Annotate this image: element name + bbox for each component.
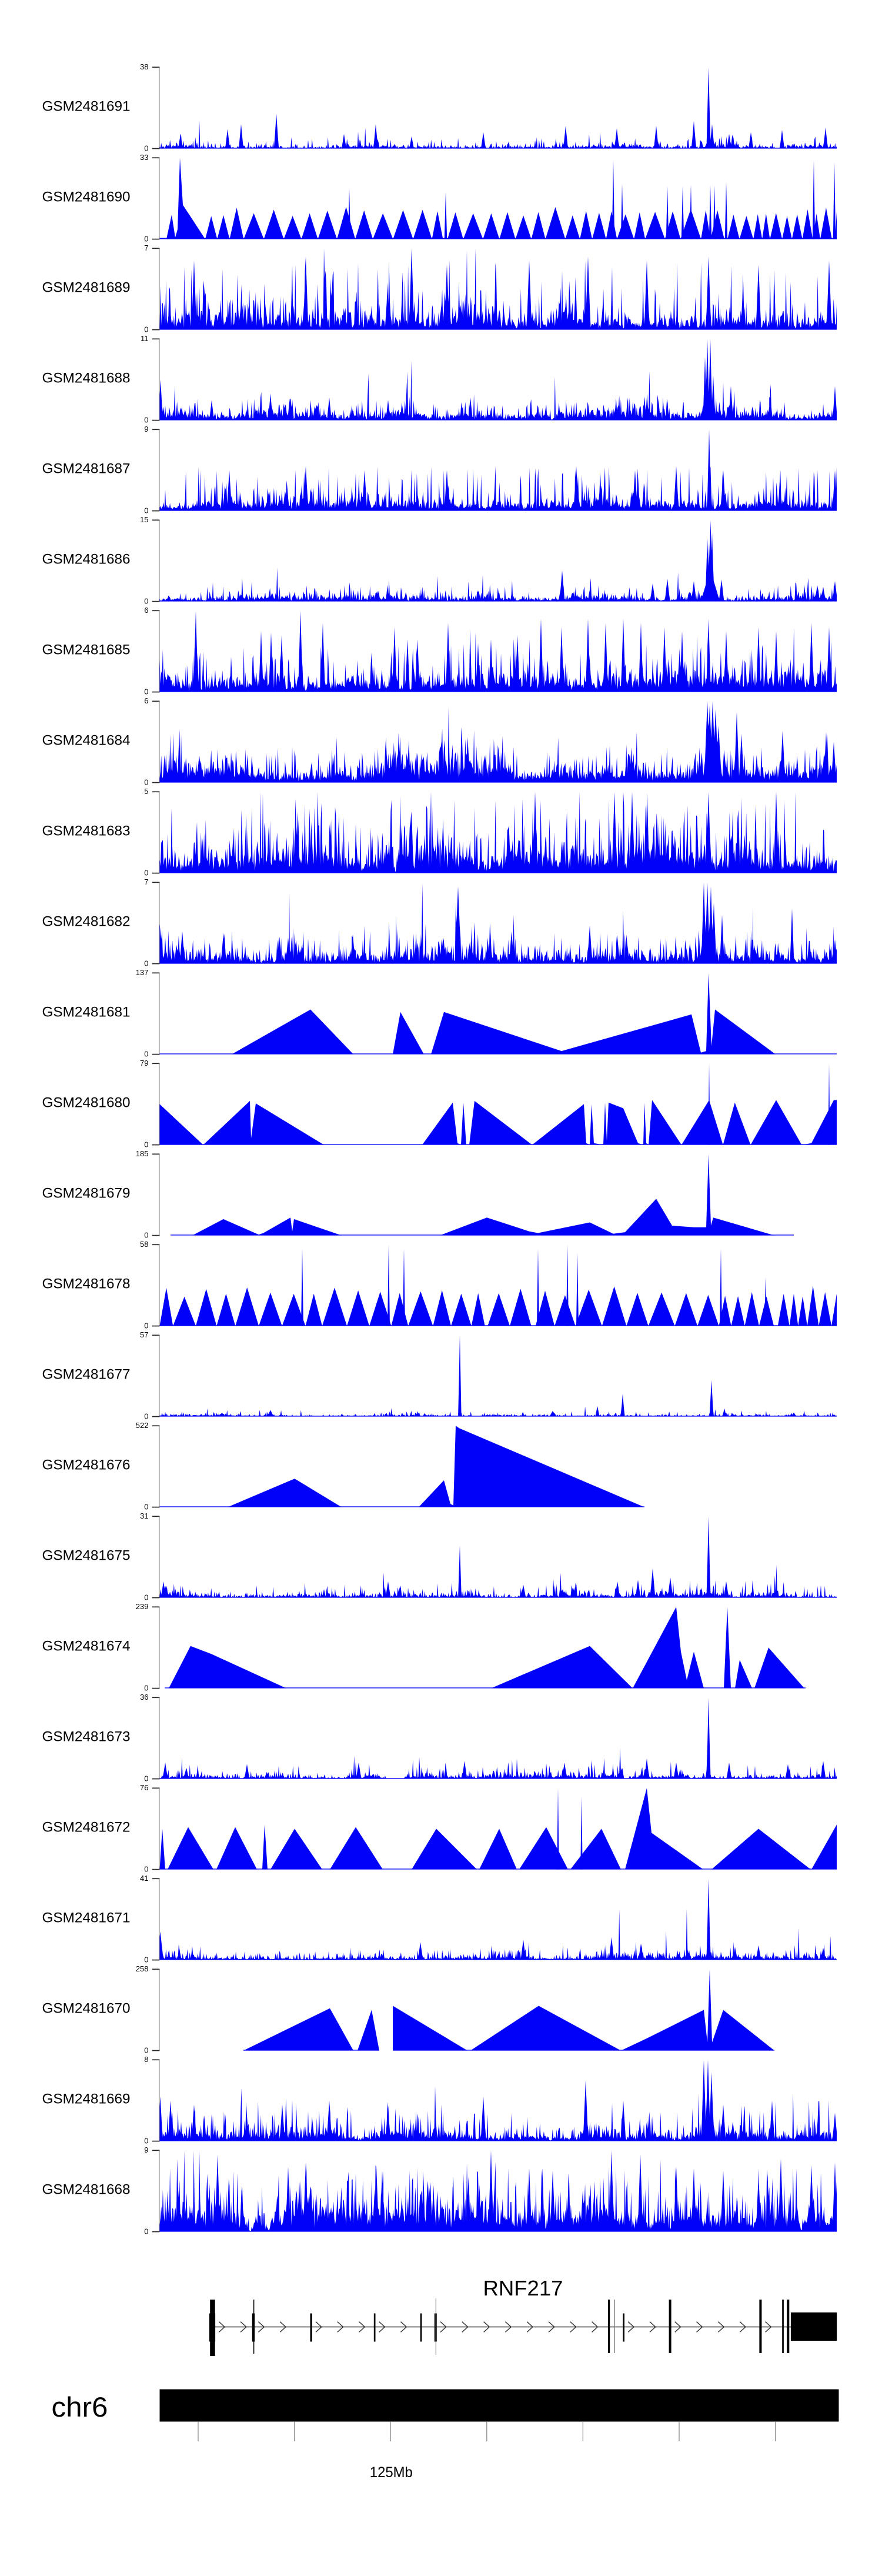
- svg-text:GSM2481683: GSM2481683: [42, 823, 131, 839]
- svg-text:GSM2481684: GSM2481684: [42, 732, 131, 748]
- svg-text:522: 522: [136, 1421, 149, 1430]
- svg-text:0: 0: [144, 778, 148, 786]
- svg-text:9: 9: [144, 2145, 148, 2154]
- svg-text:38: 38: [140, 62, 148, 71]
- svg-text:GSM2481671: GSM2481671: [42, 1910, 131, 1926]
- svg-text:GSM2481669: GSM2481669: [42, 2091, 131, 2107]
- svg-text:0: 0: [144, 325, 148, 333]
- svg-text:GSM2481686: GSM2481686: [42, 551, 131, 567]
- svg-text:0: 0: [144, 2227, 148, 2235]
- svg-text:GSM2481691: GSM2481691: [42, 98, 131, 114]
- svg-text:258: 258: [136, 1964, 149, 1973]
- svg-text:11: 11: [141, 334, 149, 343]
- svg-text:33: 33: [140, 153, 148, 162]
- svg-text:15: 15: [140, 515, 148, 524]
- svg-text:0: 0: [144, 415, 148, 424]
- svg-text:31: 31: [140, 1511, 148, 1520]
- svg-text:7: 7: [144, 877, 148, 886]
- svg-text:0: 0: [144, 1321, 148, 1330]
- svg-text:0: 0: [144, 1683, 148, 1692]
- svg-text:6: 6: [144, 606, 148, 615]
- svg-text:137: 137: [136, 968, 149, 977]
- svg-text:0: 0: [144, 868, 148, 877]
- svg-text:0: 0: [144, 959, 148, 967]
- svg-text:7: 7: [144, 243, 148, 252]
- svg-text:chr6: chr6: [52, 2391, 108, 2422]
- svg-text:0: 0: [144, 1955, 148, 1964]
- svg-text:GSM2481685: GSM2481685: [42, 642, 131, 658]
- svg-text:76: 76: [140, 1783, 148, 1792]
- svg-text:GSM2481690: GSM2481690: [42, 189, 131, 205]
- svg-text:GSM2481672: GSM2481672: [42, 1819, 131, 1835]
- svg-text:GSM2481670: GSM2481670: [42, 2000, 131, 2016]
- svg-text:0: 0: [144, 234, 148, 243]
- svg-text:GSM2481679: GSM2481679: [42, 1185, 131, 1201]
- svg-text:GSM2481688: GSM2481688: [42, 370, 131, 386]
- svg-text:185: 185: [136, 1149, 149, 1158]
- svg-text:9: 9: [144, 425, 148, 433]
- svg-text:6: 6: [144, 696, 148, 705]
- svg-text:79: 79: [140, 1059, 148, 1067]
- svg-text:0: 0: [144, 1412, 148, 1420]
- svg-text:GSM2481681: GSM2481681: [42, 1004, 131, 1020]
- svg-text:0: 0: [144, 1049, 148, 1058]
- svg-text:GSM2481678: GSM2481678: [42, 1276, 131, 1292]
- svg-text:0: 0: [144, 1140, 148, 1149]
- svg-text:57: 57: [140, 1330, 148, 1339]
- svg-text:GSM2481689: GSM2481689: [42, 279, 131, 295]
- svg-text:GSM2481673: GSM2481673: [42, 1729, 131, 1744]
- svg-text:5: 5: [144, 787, 148, 796]
- svg-text:GSM2481675: GSM2481675: [42, 1547, 131, 1563]
- svg-text:GSM2481687: GSM2481687: [42, 461, 131, 476]
- svg-text:0: 0: [144, 144, 148, 152]
- svg-text:0: 0: [144, 2046, 148, 2054]
- svg-text:41: 41: [140, 1874, 148, 1883]
- svg-text:GSM2481677: GSM2481677: [42, 1366, 131, 1382]
- svg-text:58: 58: [140, 1240, 148, 1249]
- svg-text:0: 0: [144, 1774, 148, 1783]
- svg-text:GSM2481680: GSM2481680: [42, 1095, 131, 1110]
- svg-text:36: 36: [140, 1693, 148, 1701]
- svg-text:0: 0: [144, 506, 148, 515]
- svg-text:239: 239: [136, 1602, 149, 1611]
- svg-text:0: 0: [144, 687, 148, 696]
- svg-text:GSM2481682: GSM2481682: [42, 913, 131, 929]
- svg-text:RNF217: RNF217: [483, 2276, 563, 2300]
- svg-text:0: 0: [144, 1230, 148, 1239]
- svg-text:0: 0: [144, 1864, 148, 1873]
- svg-text:0: 0: [144, 1502, 148, 1511]
- svg-text:GSM2481668: GSM2481668: [42, 2181, 131, 2197]
- svg-text:125Mb: 125Mb: [370, 2464, 413, 2481]
- svg-text:0: 0: [144, 596, 148, 605]
- svg-text:8: 8: [144, 2055, 148, 2064]
- svg-text:GSM2481676: GSM2481676: [42, 1457, 131, 1473]
- svg-text:0: 0: [144, 1593, 148, 1601]
- svg-text:0: 0: [144, 2136, 148, 2145]
- svg-text:GSM2481674: GSM2481674: [42, 1638, 131, 1654]
